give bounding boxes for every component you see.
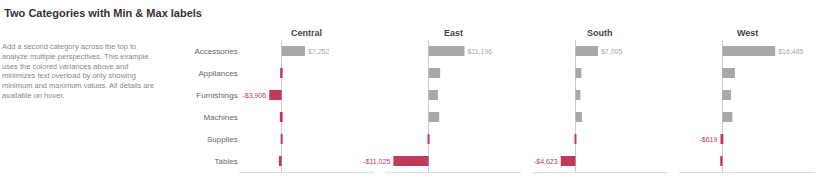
svg-text:Accessories: Accessories	[195, 47, 238, 56]
svg-text:$7,005: $7,005	[601, 48, 623, 55]
svg-text:Tables: Tables	[215, 157, 238, 166]
svg-text:-$619: -$619	[699, 136, 717, 143]
svg-text:Furnishings: Furnishings	[196, 91, 237, 100]
svg-text:-$4,623: -$4,623	[534, 158, 558, 165]
svg-text:$16,485: $16,485	[778, 48, 803, 55]
svg-text:$11,196: $11,196	[467, 48, 492, 55]
svg-text:Two Categories with Min & Max: Two Categories with Min & Max labels	[4, 7, 202, 19]
svg-text:$7,252: $7,252	[308, 48, 330, 55]
svg-text:Supplies: Supplies	[207, 135, 238, 144]
svg-text:West: West	[737, 28, 758, 38]
svg-text:East: East	[444, 28, 463, 38]
svg-text:Add a second category across t: Add a second category across the top toa…	[2, 42, 154, 100]
svg-text:Appliances: Appliances	[199, 69, 238, 78]
svg-text:Central: Central	[291, 28, 322, 38]
svg-text:-$3,906: -$3,906	[242, 92, 266, 99]
svg-text:Machines: Machines	[203, 113, 237, 122]
svg-text:-$11,025: -$11,025	[363, 158, 390, 165]
svg-text:South: South	[587, 28, 613, 38]
